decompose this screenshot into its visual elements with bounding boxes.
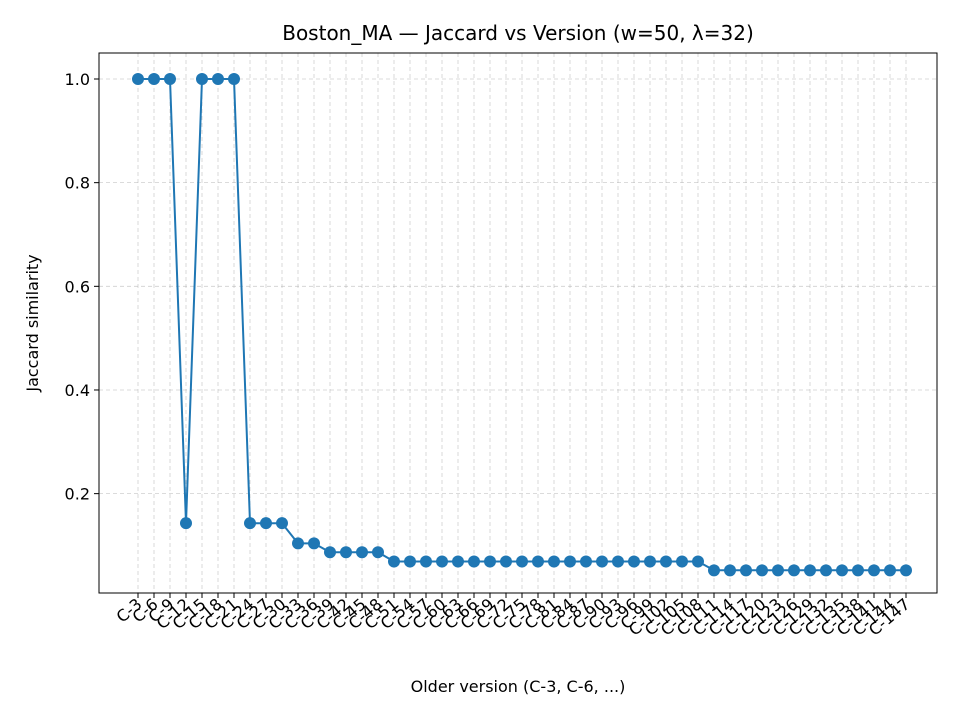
data-point: [244, 517, 256, 530]
x-axis-label: Older version (C-3, C-6, ...): [411, 677, 626, 696]
data-point: [452, 555, 464, 568]
data-point: [356, 546, 368, 559]
data-point: [324, 546, 336, 559]
y-tick-label: 1.0: [65, 70, 90, 89]
data-point: [260, 517, 272, 530]
data-point: [180, 517, 192, 530]
data-point: [468, 555, 480, 568]
data-point: [340, 546, 352, 559]
data-point: [660, 555, 672, 568]
data-point: [676, 555, 688, 568]
data-point: [500, 555, 512, 568]
data-point: [532, 555, 544, 568]
data-point: [148, 73, 160, 85]
data-point: [516, 555, 528, 568]
data-point: [724, 564, 736, 577]
data-point: [884, 564, 896, 577]
data-point: [612, 555, 624, 568]
data-point: [164, 73, 176, 85]
data-point: [228, 73, 240, 85]
series-jaccard: [132, 73, 912, 577]
y-tick-label: 0.2: [65, 485, 90, 504]
data-point: [852, 564, 864, 577]
data-point: [484, 555, 496, 568]
data-point: [868, 564, 880, 577]
grid-lines: [99, 53, 937, 593]
y-axis-label: Jaccard similarity: [23, 254, 42, 392]
y-tick-label: 0.6: [65, 277, 90, 296]
data-point: [372, 546, 384, 559]
data-point: [132, 73, 144, 85]
data-point: [580, 555, 592, 568]
data-point: [756, 564, 768, 577]
data-point: [420, 555, 432, 568]
data-point: [788, 564, 800, 577]
y-tick-label: 0.4: [65, 381, 90, 400]
data-point: [820, 564, 832, 577]
y-tick-label: 0.8: [65, 174, 90, 193]
plot-frame: [98, 52, 938, 594]
data-point: [740, 564, 752, 577]
data-point: [404, 555, 416, 568]
y-axis: 0.2 0.4 0.6 0.8 1.0: [65, 70, 99, 504]
data-point: [196, 73, 208, 85]
data-point: [644, 555, 656, 568]
x-axis: C-3C-6C-9C-12C-15C-18C-21C-24C-27C-30C-3…: [113, 593, 914, 640]
data-point: [900, 564, 912, 577]
data-point: [388, 555, 400, 568]
data-point: [836, 564, 848, 577]
data-point: [596, 555, 608, 568]
data-point: [548, 555, 560, 568]
data-point: [292, 537, 304, 550]
data-point: [308, 537, 320, 550]
data-point: [276, 517, 288, 530]
data-point: [212, 73, 224, 85]
data-point: [692, 555, 704, 568]
data-point: [628, 555, 640, 568]
data-point: [564, 555, 576, 568]
data-point: [772, 564, 784, 577]
data-point: [804, 564, 816, 577]
chart-title: Boston_MA — Jaccard vs Version (w=50, λ=…: [282, 21, 754, 45]
data-point: [436, 555, 448, 568]
data-point: [708, 564, 720, 577]
